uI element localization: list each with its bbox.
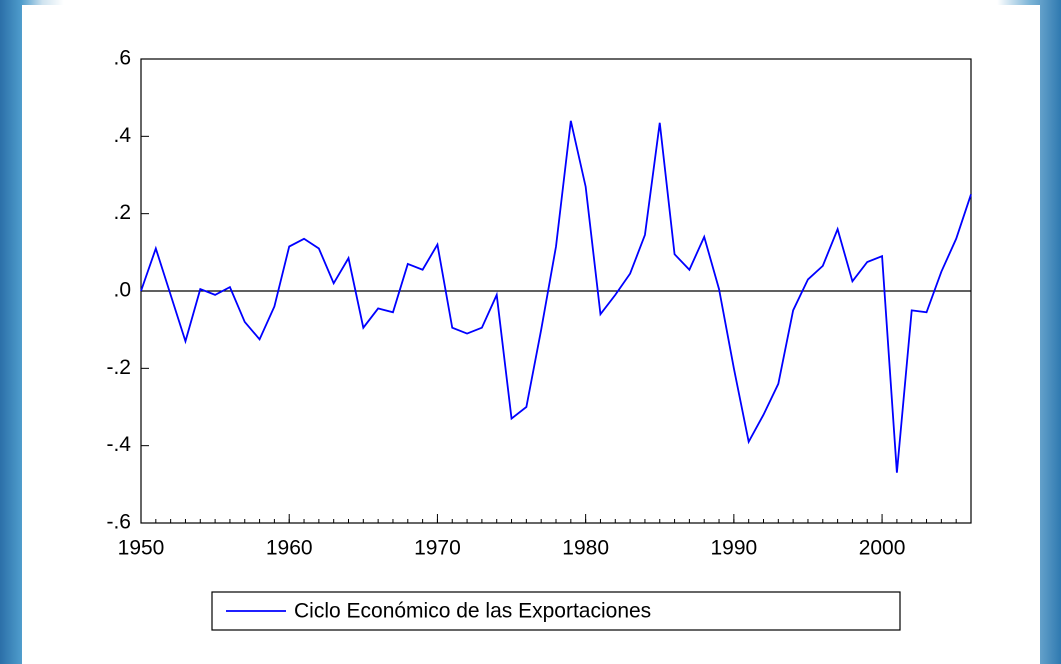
y-tick-label: -.6 — [106, 511, 131, 534]
legend-box — [211, 591, 901, 631]
y-tick-label: .2 — [113, 201, 131, 224]
x-tick-label: 1950 — [118, 537, 165, 560]
x-tick-label: 2000 — [859, 537, 906, 560]
panel — [22, 5, 1040, 664]
y-tick-label: .6 — [113, 47, 131, 70]
y-tick-label: .0 — [113, 279, 131, 302]
data-line — [140, 120, 972, 473]
x-tick-label: 1980 — [562, 537, 609, 560]
y-tick-label: -.2 — [106, 356, 131, 379]
x-tick-label: 1960 — [266, 537, 313, 560]
x-tick-label: 1990 — [710, 537, 757, 560]
x-tick-label: 1970 — [414, 537, 461, 560]
y-tick-label: .4 — [113, 124, 131, 147]
legend-label: Ciclo Económico de las Exportaciones — [294, 600, 651, 623]
y-tick-label: -.4 — [106, 433, 131, 456]
